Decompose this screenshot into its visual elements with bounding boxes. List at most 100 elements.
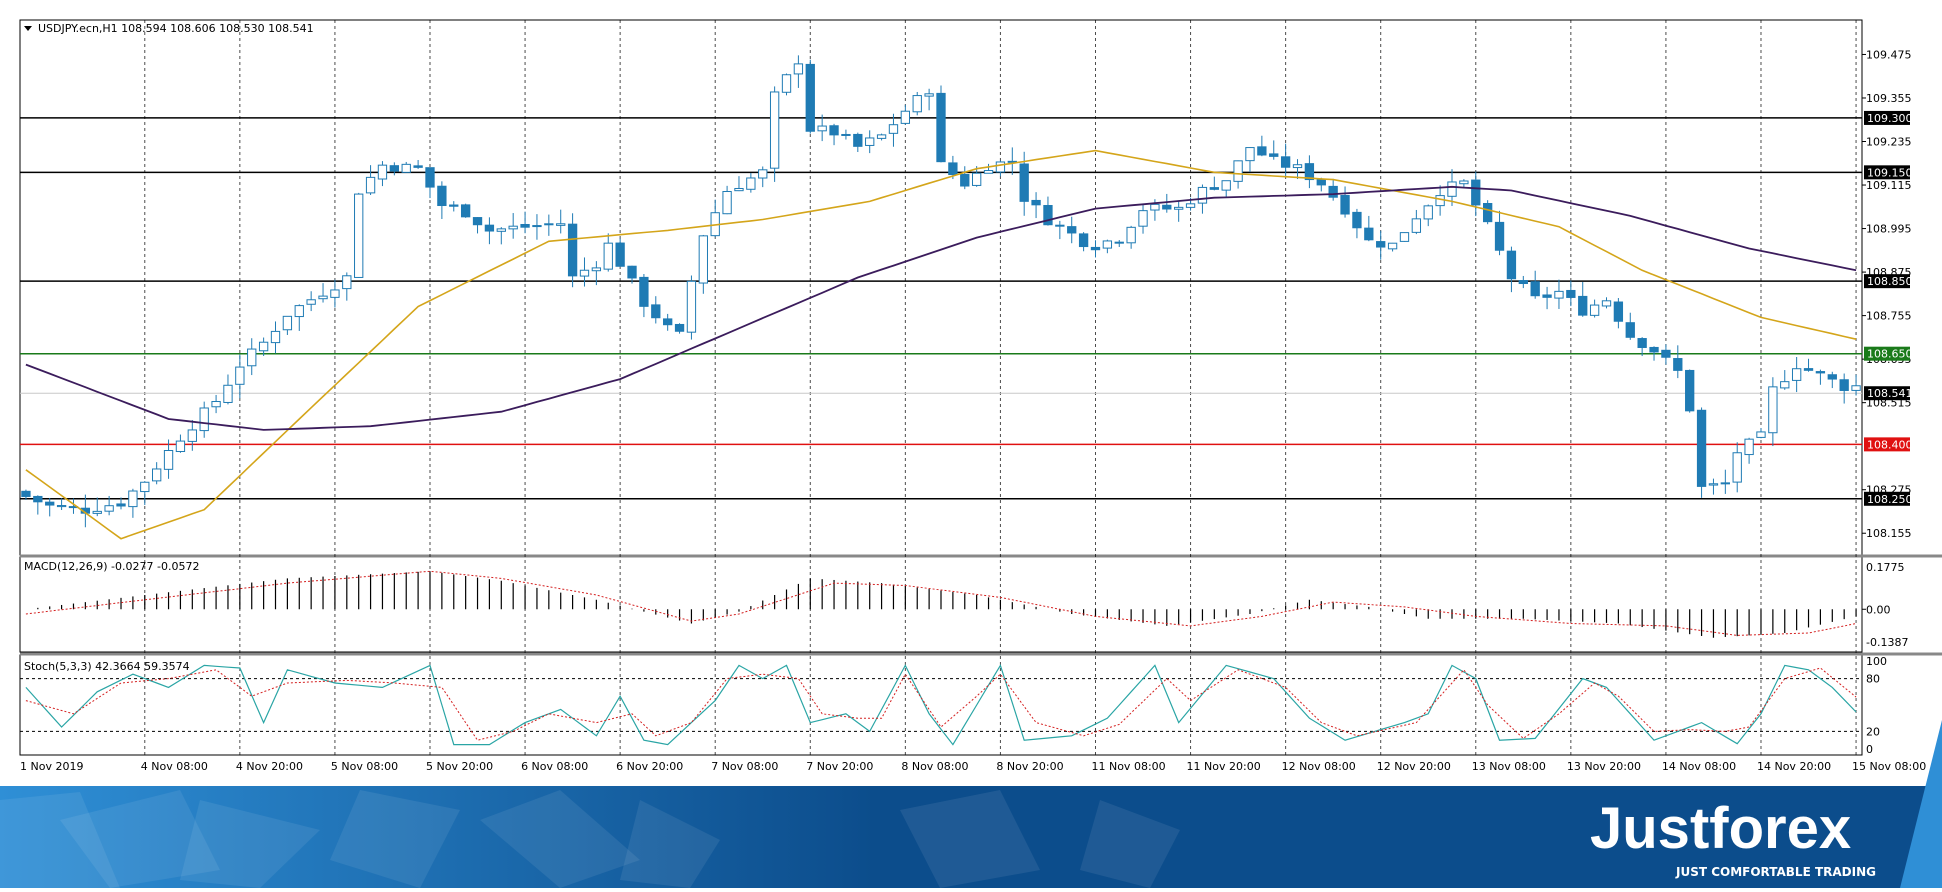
candle: [1280, 143, 1291, 178]
candle: [128, 488, 138, 518]
candle-bull-body: [270, 330, 281, 344]
candle: [163, 439, 174, 479]
x-tick-label: 5 Nov 20:00: [426, 760, 493, 773]
candle: [258, 337, 269, 356]
y-tick-label: 108.995: [1866, 223, 1912, 236]
candle: [1791, 356, 1802, 393]
candle: [1803, 358, 1814, 372]
candle-bull-body: [1399, 232, 1410, 242]
candle-bull-body: [294, 305, 304, 318]
candle-bear-body: [615, 242, 625, 267]
candle-bear-body: [1376, 241, 1386, 248]
candle: [223, 374, 233, 405]
candle: [1031, 192, 1041, 219]
candle-bear-body: [1078, 233, 1089, 248]
level-tag-label: 108.850: [1867, 275, 1913, 288]
level-tag: [1864, 437, 1910, 452]
candle-bear-body: [1031, 199, 1041, 206]
candle: [1685, 369, 1695, 413]
level-tag: [1864, 346, 1910, 361]
candle-bear-body: [1257, 146, 1267, 156]
candle: [1673, 345, 1683, 379]
candle: [817, 114, 827, 142]
candle: [1625, 312, 1635, 340]
candle: [45, 498, 55, 517]
candle: [330, 279, 340, 308]
candle: [793, 55, 804, 88]
candle: [401, 161, 411, 173]
macd-tick-label: 0.1775: [1866, 561, 1905, 574]
candle: [1304, 155, 1315, 189]
candle: [1649, 346, 1659, 361]
x-tick-label: 7 Nov 20:00: [806, 760, 873, 773]
candle: [1768, 377, 1778, 447]
candle: [1102, 239, 1113, 254]
y-tick-label: 109.355: [1866, 92, 1912, 105]
x-tick-label: 14 Nov 20:00: [1757, 760, 1831, 773]
candle: [342, 272, 352, 301]
x-tick-label: 14 Nov 08:00: [1662, 760, 1736, 773]
candle-bull-body: [199, 407, 209, 432]
x-tick-label: 12 Nov 20:00: [1377, 760, 1451, 773]
candle-bull-body: [1197, 186, 1208, 204]
candle: [579, 257, 590, 287]
candle: [508, 213, 518, 239]
candle-bull-body: [1459, 180, 1469, 185]
candle-bull-body: [163, 450, 174, 470]
vertical-grid: [144, 20, 1857, 755]
candle: [1839, 373, 1849, 404]
candle: [33, 495, 43, 515]
candle: [1364, 215, 1374, 242]
candle-bear-body: [520, 223, 530, 228]
candle-bear-body: [116, 503, 126, 507]
candle-bull-body: [781, 74, 792, 93]
level-tag-label: 109.300: [1867, 112, 1913, 125]
candle-bull-body: [330, 289, 340, 298]
candle: [1613, 298, 1624, 329]
candle: [1601, 297, 1612, 309]
candle-bear-body: [1566, 289, 1576, 298]
candle-bull-body: [342, 275, 352, 290]
candle: [1827, 371, 1837, 389]
candle: [1494, 210, 1505, 256]
candle: [1423, 204, 1433, 227]
candle-bull-body: [734, 187, 744, 192]
banner-decor-shape: [0, 792, 120, 888]
candle-bear-body: [33, 495, 43, 503]
level-tag-label: 108.400: [1867, 438, 1913, 451]
candle-bull-body: [152, 468, 162, 482]
candle-bear-body: [1827, 374, 1837, 380]
candle-bull-body: [354, 193, 364, 278]
candle: [556, 209, 566, 234]
candle-bear-body: [1209, 187, 1219, 190]
candle: [1007, 147, 1017, 175]
candle: [472, 217, 483, 234]
candle: [21, 489, 31, 501]
candle-bear-body: [1720, 482, 1730, 485]
candle: [674, 323, 685, 334]
candle: [1352, 208, 1362, 239]
candle: [829, 123, 839, 146]
candle: [365, 165, 376, 195]
candle: [746, 172, 756, 193]
candle-bull-body: [235, 366, 245, 385]
candle-bull-body: [556, 223, 566, 226]
candle: [247, 338, 257, 376]
stoch-k-line: [25, 663, 1857, 746]
candle: [1661, 344, 1671, 365]
candle: [900, 104, 911, 125]
collapse-triangle-icon[interactable]: [24, 26, 32, 31]
candle: [1221, 180, 1231, 197]
candle-bear-body: [960, 173, 970, 187]
candle: [199, 401, 209, 438]
candle-bear-body: [639, 276, 649, 307]
candle: [104, 495, 114, 516]
candle: [1708, 478, 1719, 495]
banner-decor-shape: [480, 790, 640, 888]
candle-bear-body: [853, 133, 863, 147]
candle-bull-body: [758, 169, 768, 179]
stoch-tick-label: 20: [1866, 725, 1880, 738]
macd-histogram: [37, 571, 1857, 638]
